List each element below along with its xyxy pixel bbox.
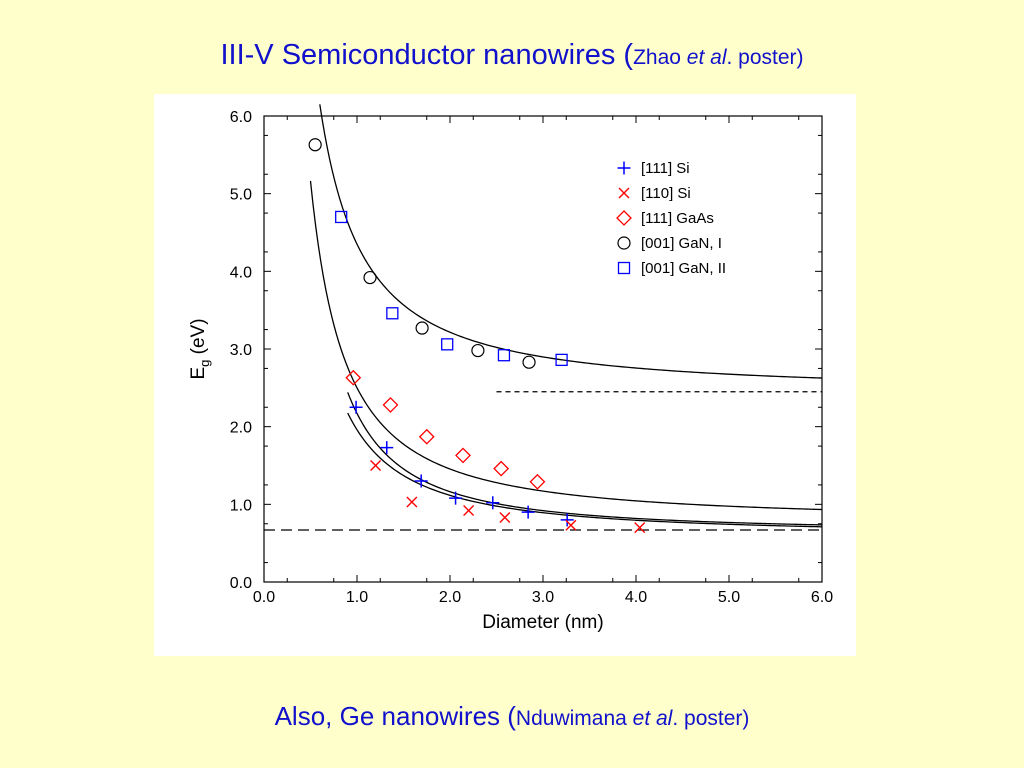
footer-tail: . poster): [672, 707, 750, 730]
slide-title-tail: . poster): [726, 46, 804, 69]
x-tick-label: 4.0: [625, 589, 647, 606]
slide-title-main: III-V Semiconductor nanowires (: [220, 39, 634, 71]
y-axis-label-main: E: [188, 367, 209, 380]
footer-etal: et al: [632, 707, 673, 730]
legend-marker-x: [618, 187, 630, 199]
y-tick-label: 2.0: [230, 420, 252, 437]
legend-label: [001] GaN, II: [641, 260, 726, 277]
y-tick-label: 0.0: [230, 575, 252, 592]
data-point-diamond: [493, 460, 510, 477]
reference-lines: [264, 391, 822, 531]
data-point-plus: [521, 505, 535, 519]
data-point-plus: [414, 474, 428, 488]
data-point-square: [441, 338, 454, 351]
legend: [111] Si [110] Si [111] GaAs [001] GaN, I [0…: [616, 160, 726, 277]
x-tick-label: 5.0: [718, 589, 740, 606]
legend-label: [111] Si: [641, 160, 690, 177]
legend-marker-diamond: [616, 210, 632, 226]
x-tick-label: 0.0: [253, 589, 275, 606]
data-point-plus: [380, 441, 394, 455]
data-point-square: [335, 210, 348, 224]
y-tick-label: 3.0: [230, 342, 252, 359]
footer-author: Nduwimana: [515, 707, 633, 730]
data-point-diamond: [529, 473, 546, 490]
data-point-x: [499, 512, 511, 524]
data-point-diamond: [382, 397, 399, 413]
y-axis-label-tail: (eV): [188, 318, 209, 359]
legend-marker-plus: [617, 161, 631, 175]
x-tick-label: 1.0: [346, 589, 368, 606]
legend-marker-square: [617, 261, 631, 275]
footer-main: Also, Ge nanowires (: [274, 701, 516, 731]
legend-label: [111] GaAs: [641, 210, 714, 227]
data-point-circle: [415, 321, 429, 335]
y-tick-label: 1.0: [230, 497, 252, 514]
x-tick-label: 2.0: [439, 589, 461, 606]
data-point-diamond: [418, 428, 435, 445]
bandgap-vs-diameter-chart: 0.0 1.0 2.0 3.0 4.0 5.0 6.0 0.0 1.0 2.0 3.0 4.0 5.0 6…: [188, 104, 833, 633]
fit-curves: [309, 104, 823, 528]
legend-marker-circle: [617, 236, 631, 250]
axis-ticks: 0.0 1.0 2.0 3.0 4.0 5.0 6.0 0.0 1.0 2.0 3.0 4.0 5.0 6…: [230, 109, 833, 606]
slide-title-author: Zhao: [633, 46, 687, 69]
slide-title: III-V Semiconductor nanowires (Zhao et a…: [0, 38, 1024, 75]
footer-note: Also, Ge nanowires (Nduwimana et al. pos…: [0, 700, 1024, 735]
data-point-square: [386, 307, 399, 320]
y-axis-label-subscript: g: [197, 360, 212, 367]
x-tick-label: 6.0: [811, 589, 833, 606]
y-tick-label: 4.0: [230, 264, 252, 281]
y-axis-label: Eg (eV): [188, 318, 212, 379]
x-axis-label: Diameter (nm): [482, 612, 603, 633]
y-tick-label: 6.0: [230, 109, 252, 126]
data-point-diamond: [455, 447, 471, 464]
data-point-circle: [471, 343, 485, 358]
y-tick-label: 5.0: [230, 187, 252, 204]
data-point-plus: [349, 400, 363, 414]
chart-panel: 0.0 1.0 2.0 3.0 4.0 5.0 6.0 0.0 1.0 2.0 3.0 4.0 5.0 6…: [154, 94, 856, 656]
data-point-x: [634, 522, 646, 534]
fit-curve: [309, 180, 823, 511]
slide-title-etal: et al: [686, 46, 727, 69]
data-point-diamond: [345, 369, 362, 386]
data-point-x: [565, 519, 577, 531]
data-point-x: [370, 460, 382, 471]
data-point-plus: [486, 496, 500, 510]
data-point-circle: [363, 270, 377, 285]
data-point-circle: [522, 355, 536, 369]
fit-curve: [347, 392, 823, 526]
data-point-plus: [449, 491, 463, 505]
x-tick-label: 3.0: [532, 589, 554, 606]
data-point-x: [463, 505, 475, 517]
data-point-circle: [308, 138, 322, 152]
data-point-square: [555, 353, 568, 367]
data-point-x: [406, 496, 418, 508]
legend-label: [001] GaN, I: [641, 235, 722, 252]
fit-curve: [347, 412, 823, 528]
data-points: [308, 138, 646, 534]
data-point-square: [497, 349, 511, 362]
fit-curve: [319, 104, 823, 379]
data-point-plus: [560, 513, 574, 527]
legend-label: [110] Si: [641, 185, 691, 202]
